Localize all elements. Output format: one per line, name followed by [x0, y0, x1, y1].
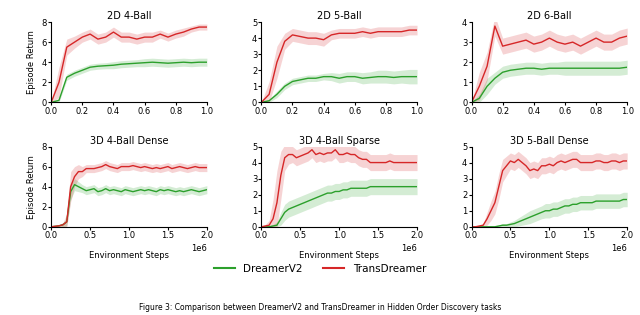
Y-axis label: Episode Return: Episode Return — [27, 30, 36, 94]
X-axis label: Environment Steps: Environment Steps — [509, 251, 589, 260]
Text: 1e6: 1e6 — [611, 244, 627, 254]
X-axis label: Environment Steps: Environment Steps — [89, 251, 169, 260]
Title: 3D 5-Ball Dense: 3D 5-Ball Dense — [510, 136, 589, 146]
Legend: DreamerV2, TransDreamer: DreamerV2, TransDreamer — [210, 260, 430, 278]
Text: 1e6: 1e6 — [191, 244, 207, 254]
Title: 2D 5-Ball: 2D 5-Ball — [317, 11, 362, 21]
Title: 2D 4-Ball: 2D 4-Ball — [107, 11, 151, 21]
Title: 2D 6-Ball: 2D 6-Ball — [527, 11, 572, 21]
Text: Figure 3: Comparison between DreamerV2 and TransDreamer in Hidden Order Discover: Figure 3: Comparison between DreamerV2 a… — [139, 303, 501, 312]
Title: 3D 4-Ball Sparse: 3D 4-Ball Sparse — [299, 136, 380, 146]
Y-axis label: Episode Return: Episode Return — [27, 155, 36, 219]
Title: 3D 4-Ball Dense: 3D 4-Ball Dense — [90, 136, 168, 146]
Text: 1e6: 1e6 — [401, 244, 417, 254]
X-axis label: Environment Steps: Environment Steps — [299, 251, 379, 260]
